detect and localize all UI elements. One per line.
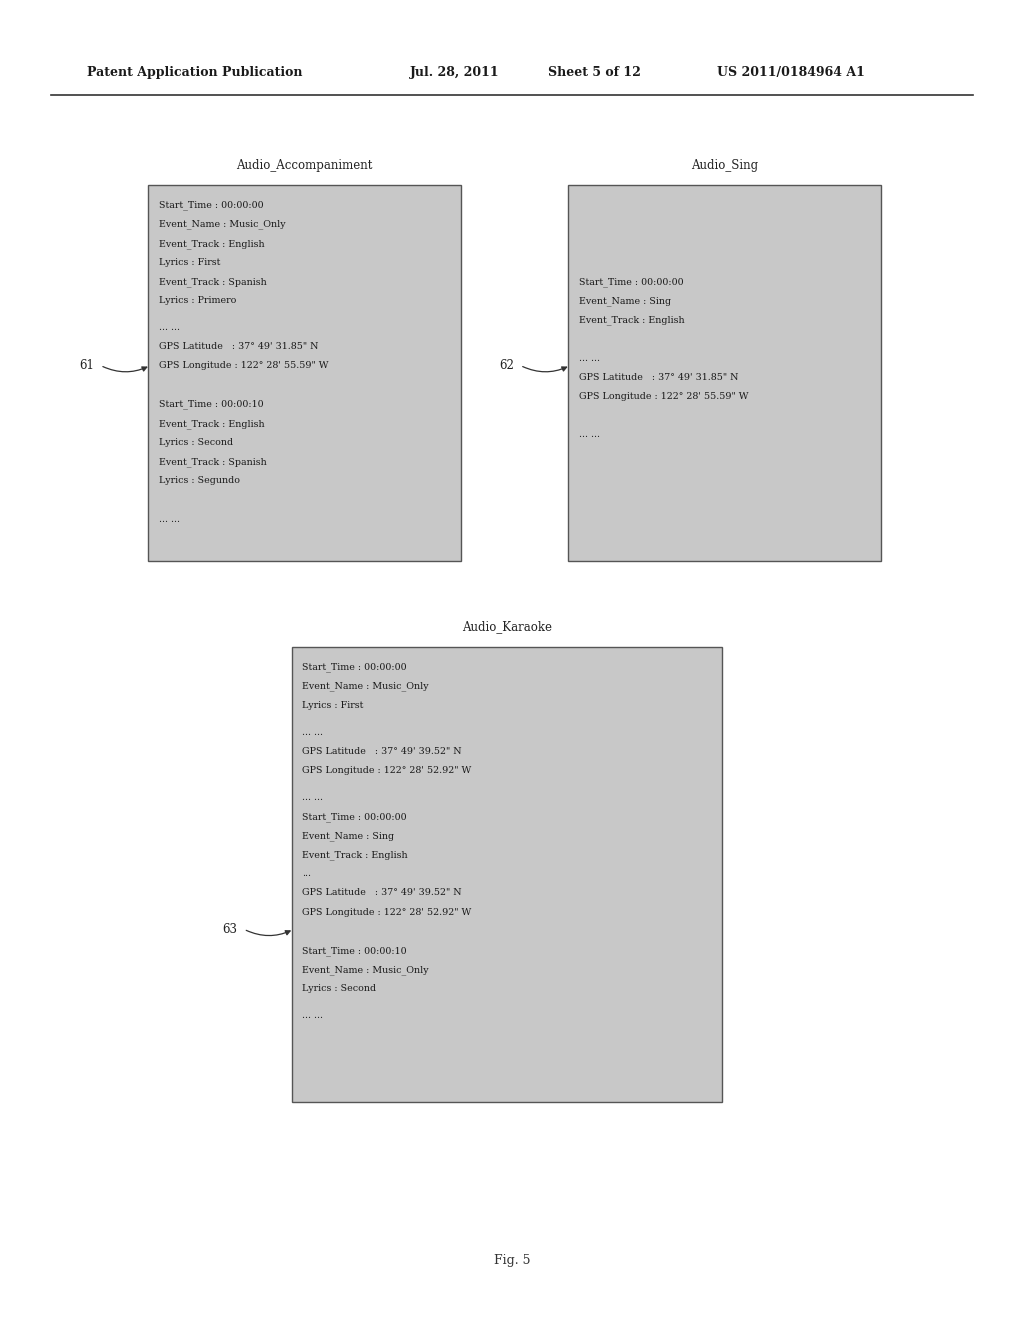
Text: Event_Name : Sing: Event_Name : Sing — [579, 296, 671, 306]
Text: GPS Longitude : 122° 28' 52.92" W: GPS Longitude : 122° 28' 52.92" W — [302, 908, 471, 916]
Text: ... ...: ... ... — [159, 323, 180, 333]
Text: US 2011/0184964 A1: US 2011/0184964 A1 — [717, 66, 864, 79]
Text: Event_Name : Music_Only: Event_Name : Music_Only — [159, 220, 286, 230]
Text: Event_Track : English: Event_Track : English — [302, 850, 408, 859]
Text: ... ...: ... ... — [579, 354, 600, 363]
Text: Start_Time : 00:00:00: Start_Time : 00:00:00 — [302, 812, 407, 821]
Text: ... ...: ... ... — [302, 1011, 324, 1020]
Text: Lyrics : Second: Lyrics : Second — [302, 985, 376, 993]
Text: Patent Application Publication: Patent Application Publication — [87, 66, 302, 79]
Text: GPS Longitude : 122° 28' 55.59" W: GPS Longitude : 122° 28' 55.59" W — [579, 392, 749, 401]
Text: ... ...: ... ... — [302, 793, 324, 801]
Text: Event_Track : Spanish: Event_Track : Spanish — [159, 277, 266, 286]
Text: Event_Track : Spanish: Event_Track : Spanish — [159, 457, 266, 467]
Text: GPS Longitude : 122° 28' 52.92" W: GPS Longitude : 122° 28' 52.92" W — [302, 766, 471, 775]
Text: Start_Time : 00:00:00: Start_Time : 00:00:00 — [159, 201, 263, 210]
Text: Start_Time : 00:00:00: Start_Time : 00:00:00 — [302, 663, 407, 672]
Text: GPS Latitude   : 37° 49' 31.85" N: GPS Latitude : 37° 49' 31.85" N — [579, 372, 738, 381]
Text: Event_Name : Sing: Event_Name : Sing — [302, 832, 394, 841]
Text: Event_Name : Music_Only: Event_Name : Music_Only — [302, 965, 429, 974]
Text: Event_Track : English: Event_Track : English — [159, 239, 264, 248]
Text: 63: 63 — [222, 923, 238, 936]
Bar — [292, 647, 722, 1102]
Text: Lyrics : First: Lyrics : First — [159, 259, 220, 267]
Text: ... ...: ... ... — [302, 727, 324, 737]
Text: Sheet 5 of 12: Sheet 5 of 12 — [548, 66, 641, 79]
Text: ... ...: ... ... — [159, 515, 180, 524]
Text: GPS Latitude   : 37° 49' 31.85" N: GPS Latitude : 37° 49' 31.85" N — [159, 342, 318, 351]
Text: 61: 61 — [79, 359, 94, 372]
Text: Event_Name : Music_Only: Event_Name : Music_Only — [302, 681, 429, 692]
Text: Start_Time : 00:00:10: Start_Time : 00:00:10 — [159, 400, 263, 409]
Text: GPS Latitude   : 37° 49' 39.52" N: GPS Latitude : 37° 49' 39.52" N — [302, 747, 462, 756]
Text: 62: 62 — [499, 359, 514, 372]
Bar — [148, 185, 461, 561]
Text: Start_Time : 00:00:10: Start_Time : 00:00:10 — [302, 946, 407, 956]
Text: Lyrics : Segundo: Lyrics : Segundo — [159, 477, 240, 486]
Text: Audio_Karaoke: Audio_Karaoke — [462, 620, 552, 634]
Text: Fig. 5: Fig. 5 — [494, 1254, 530, 1267]
Text: ... ...: ... ... — [579, 430, 600, 440]
Text: Jul. 28, 2011: Jul. 28, 2011 — [410, 66, 500, 79]
Text: Lyrics : First: Lyrics : First — [302, 701, 364, 710]
Text: Lyrics : Second: Lyrics : Second — [159, 438, 232, 447]
Text: GPS Latitude   : 37° 49' 39.52" N: GPS Latitude : 37° 49' 39.52" N — [302, 888, 462, 898]
Text: Event_Track : English: Event_Track : English — [579, 315, 684, 325]
Text: Start_Time : 00:00:00: Start_Time : 00:00:00 — [579, 277, 683, 286]
Text: Audio_Sing: Audio_Sing — [691, 158, 758, 172]
Text: Audio_Accompaniment: Audio_Accompaniment — [237, 158, 373, 172]
Text: Event_Track : English: Event_Track : English — [159, 418, 264, 429]
Text: GPS Longitude : 122° 28' 55.59" W: GPS Longitude : 122° 28' 55.59" W — [159, 362, 329, 371]
Bar — [568, 185, 881, 561]
Text: Lyrics : Primero: Lyrics : Primero — [159, 296, 237, 305]
Text: ...: ... — [302, 870, 311, 878]
